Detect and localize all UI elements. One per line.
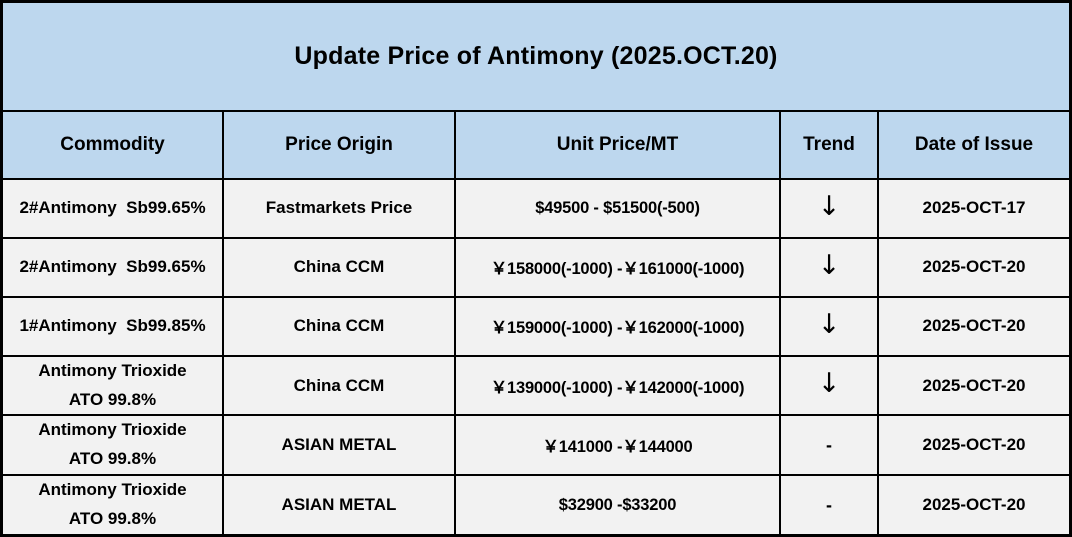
unit-price-cell: $32900 -$33200 — [456, 476, 779, 535]
table-row: 1#Antimony Sb99.85% China CCM ￥159000(-1… — [3, 297, 1069, 355]
trend-down-icon: ↓ — [781, 238, 877, 296]
date-of-issue-cell: 2025-OCT-20 — [879, 297, 1069, 355]
trend-down-icon: ↓ — [781, 356, 877, 415]
table-header-row: Commodity Price Origin Unit Price/MT Tre… — [3, 112, 1069, 178]
commodity-cell: Antimony Trioxide ATO 99.8% — [3, 416, 222, 475]
table-row: Antimony Trioxide ATO 99.8% China CCM ￥1… — [3, 356, 1069, 415]
price-origin-cell: Fastmarkets Price — [224, 180, 454, 237]
page-title: Update Price of Antimony (2025.OCT.20) — [3, 3, 1069, 110]
price-origin-cell: China CCM — [224, 297, 454, 355]
date-of-issue-cell: 2025-OCT-20 — [879, 356, 1069, 415]
unit-price-cell: ￥159000(-1000) -￥162000(-1000) — [456, 297, 779, 355]
table-row: Antimony Trioxide ATO 99.8% ASIAN METAL … — [3, 416, 1069, 475]
unit-price-cell: ￥158000(-1000) -￥161000(-1000) — [456, 238, 779, 296]
trend-down-icon: ↓ — [781, 297, 877, 355]
trend-down-icon: ↓ — [781, 180, 877, 237]
date-of-issue-cell: 2025-OCT-20 — [879, 416, 1069, 475]
unit-price-cell: $49500 - $51500(-500) — [456, 180, 779, 237]
unit-price-cell: ￥139000(-1000) -￥142000(-1000) — [456, 356, 779, 415]
column-header-price-origin: Price Origin — [224, 112, 454, 178]
table-row: Antimony Trioxide ATO 99.8% ASIAN METAL … — [3, 476, 1069, 535]
commodity-cell: Antimony Trioxide ATO 99.8% — [3, 356, 222, 415]
commodity-cell: Antimony Trioxide ATO 99.8% — [3, 476, 222, 535]
table-row: 2#Antimony Sb99.65% China CCM ￥158000(-1… — [3, 238, 1069, 296]
title-row: Update Price of Antimony (2025.OCT.20) — [3, 3, 1069, 110]
date-of-issue-cell: 2025-OCT-20 — [879, 238, 1069, 296]
unit-price-cell: ￥141000 -￥144000 — [456, 416, 779, 475]
date-of-issue-cell: 2025-OCT-20 — [879, 476, 1069, 535]
commodity-cell: 2#Antimony Sb99.65% — [3, 238, 222, 296]
date-of-issue-cell: 2025-OCT-17 — [879, 180, 1069, 237]
table-row: 2#Antimony Sb99.65% Fastmarkets Price $4… — [3, 180, 1069, 237]
column-header-trend: Trend — [781, 112, 877, 178]
price-origin-cell: China CCM — [224, 238, 454, 296]
trend-flat-indicator: - — [781, 416, 877, 475]
price-origin-cell: ASIAN METAL — [224, 416, 454, 475]
trend-flat-indicator: - — [781, 476, 877, 535]
column-header-commodity: Commodity — [3, 112, 222, 178]
column-header-unit-price: Unit Price/MT — [456, 112, 779, 178]
price-origin-cell: China CCM — [224, 356, 454, 415]
commodity-cell: 2#Antimony Sb99.65% — [3, 180, 222, 237]
column-header-date-of-issue: Date of Issue — [879, 112, 1069, 178]
commodity-cell: 1#Antimony Sb99.85% — [3, 297, 222, 355]
price-origin-cell: ASIAN METAL — [224, 476, 454, 535]
